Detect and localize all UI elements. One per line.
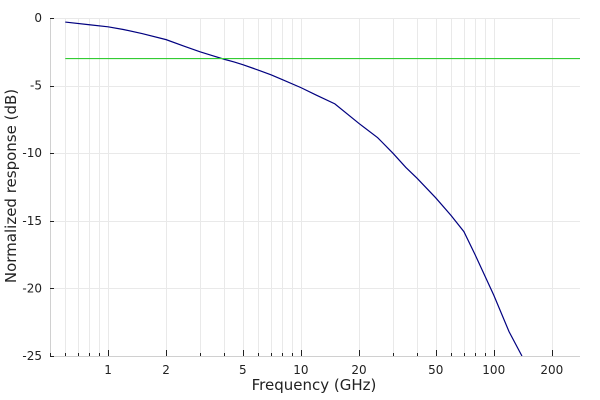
x-tick-label: 20 [351, 363, 366, 377]
y-tick-label: -25 [22, 349, 42, 363]
axis-layer [50, 18, 580, 357]
x-tick-label: 1 [104, 363, 112, 377]
response-curve [65, 21, 523, 356]
y-tick-label: -15 [22, 214, 42, 228]
x-axis-label: Frequency (GHz) [252, 376, 377, 394]
x-tick-label: 10 [293, 363, 308, 377]
grid-layer [50, 18, 580, 357]
x-tick-label: 100 [482, 363, 505, 377]
y-tick-label: 0 [34, 11, 42, 25]
series-layer [65, 21, 580, 356]
ticks-layer: 1 2 5 10 20 50 100 200 0 -5 -10 -15 -20 -25 [22, 11, 563, 377]
y-tick-label: -20 [22, 281, 42, 295]
x-tick-label: 5 [239, 363, 247, 377]
x-tick-label: 200 [540, 363, 563, 377]
y-axis-label: Normalized response (dB) [2, 89, 20, 283]
x-tick-label: 2 [162, 363, 170, 377]
y-tick-label: -10 [22, 146, 42, 160]
x-tick-label: 50 [428, 363, 443, 377]
y-tick-label: -5 [30, 79, 42, 93]
